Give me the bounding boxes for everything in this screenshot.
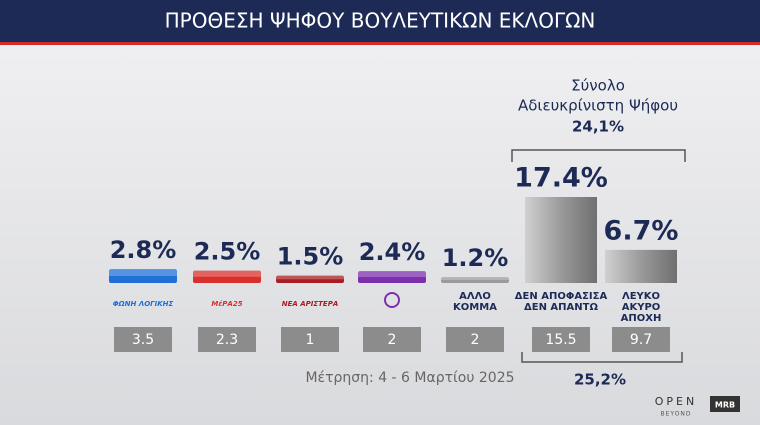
bar-shine bbox=[441, 277, 509, 281]
bar bbox=[358, 271, 426, 283]
value-label: 1.2% bbox=[442, 244, 509, 272]
previous-value: 3.5 bbox=[132, 332, 154, 348]
party-logo bbox=[384, 292, 400, 308]
title-bar bbox=[0, 0, 760, 42]
category-label: ΔΕΝ ΑΠΟΦΑΣΙΣΑ bbox=[515, 291, 608, 302]
previous-box bbox=[114, 327, 172, 352]
value-label: 2.8% bbox=[110, 236, 177, 264]
chart-title: ΠΡΟΘΕΣΗ ΨΗΦΟΥ ΒΟΥΛΕΥΤΙΚΩΝ ΕΚΛΟΓΩΝ bbox=[165, 9, 596, 33]
bar-shine bbox=[109, 269, 177, 277]
value-label: 2.4% bbox=[359, 238, 426, 266]
category-label: ΔΕΝ ΑΠΑΝΤΩ bbox=[524, 302, 598, 313]
category-label: ΑΛΛΟ bbox=[459, 291, 491, 302]
bar bbox=[109, 269, 177, 283]
pollster-logo: MRB bbox=[715, 401, 735, 410]
measurement-note: Μέτρηση: 4 - 6 Μαρτίου 2025 bbox=[305, 370, 514, 386]
channel-logo: OPEN bbox=[655, 395, 697, 408]
value-label: 17.4% bbox=[514, 163, 608, 194]
channel-logo-sub: BEYOND bbox=[660, 411, 691, 418]
bar-shine bbox=[193, 270, 261, 277]
title-underline bbox=[0, 42, 760, 45]
previous-total: 25,2% bbox=[574, 371, 626, 389]
bar-shine bbox=[276, 275, 344, 280]
previous-box bbox=[612, 327, 670, 352]
previous-box bbox=[446, 327, 504, 352]
bar bbox=[525, 197, 597, 283]
undecided-title: Σύνολο bbox=[571, 77, 625, 95]
value-label: 6.7% bbox=[604, 215, 679, 246]
previous-value: 2.3 bbox=[216, 332, 238, 348]
previous-value: 15.5 bbox=[545, 332, 576, 348]
previous-bracket bbox=[521, 352, 683, 363]
pollster-logo-box bbox=[710, 396, 740, 412]
undecided-total: 24,1% bbox=[572, 118, 624, 136]
previous-value: 9.7 bbox=[630, 332, 652, 348]
value-label: 1.5% bbox=[277, 243, 344, 271]
previous-value: 2 bbox=[388, 332, 397, 348]
previous-box bbox=[532, 327, 590, 352]
category-label: ΚΟΜΜΑ bbox=[453, 302, 497, 313]
bar bbox=[276, 275, 344, 283]
previous-box bbox=[198, 327, 256, 352]
category-label: ΛΕΥΚΟ bbox=[622, 291, 660, 302]
category-label: ΝΕΑ ΑΡΙΣΤΕΡΑ bbox=[282, 300, 339, 308]
bar bbox=[193, 270, 261, 283]
bar bbox=[605, 249, 677, 283]
previous-value: 1 bbox=[306, 332, 315, 348]
previous-box bbox=[281, 327, 339, 352]
category-label: ΦΩΝΗ ΛΟΓΙΚΗΣ bbox=[113, 300, 174, 308]
undecided-title: Αδιευκρίνιστη Ψήφου bbox=[518, 97, 678, 115]
category-label: ΑΚΥΡΟ bbox=[622, 302, 661, 313]
category-label: ΜέΡΑ25 bbox=[211, 300, 242, 308]
previous-value: 2 bbox=[471, 332, 480, 348]
undecided-bracket bbox=[511, 149, 686, 162]
value-label: 2.5% bbox=[194, 238, 261, 266]
category-label: ΑΠΟΧΗ bbox=[621, 313, 662, 324]
bar-shine bbox=[358, 271, 426, 278]
bar bbox=[441, 277, 509, 283]
previous-box bbox=[363, 327, 421, 352]
